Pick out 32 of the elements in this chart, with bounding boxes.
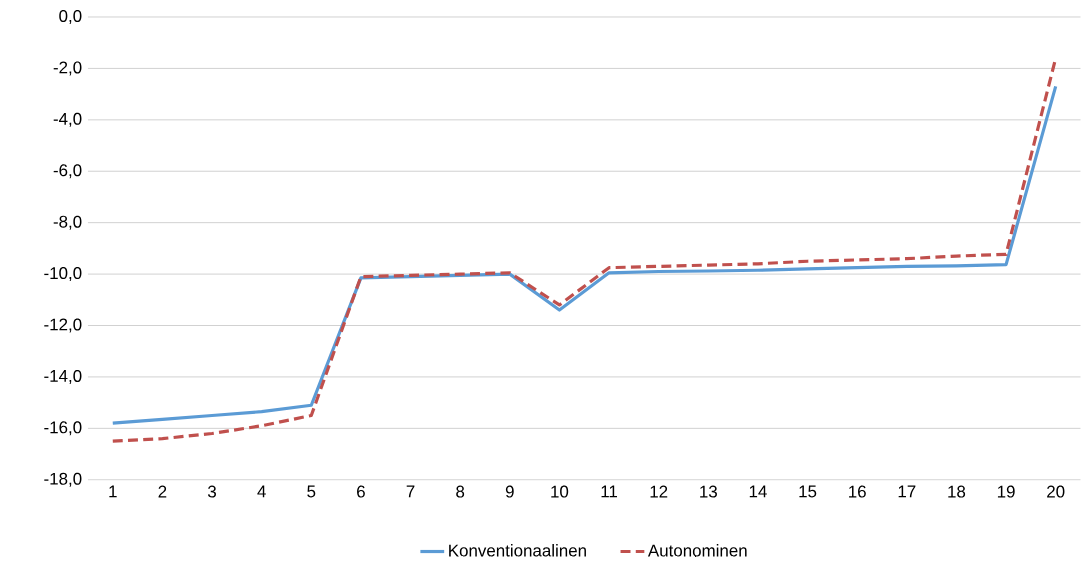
y-tick-label: 0,0 — [59, 10, 82, 25]
y-tick-label: -10,0 — [44, 267, 82, 282]
x-tick-label: 12 — [650, 485, 668, 498]
x-tick-label: 15 — [799, 485, 817, 498]
x-tick-label: 10 — [551, 485, 569, 498]
x-tick-label: 5 — [307, 485, 316, 498]
y-tick-label: -8,0 — [53, 215, 82, 230]
x-tick-label: 11 — [601, 485, 618, 498]
y-tick-label: -12,0 — [44, 318, 82, 333]
x-tick-label: 19 — [997, 485, 1015, 498]
x-tick-label: 17 — [898, 485, 916, 498]
x-tick-label: 13 — [700, 485, 717, 498]
x-tick-label: 14 — [749, 485, 767, 498]
y-tick-label: -14,0 — [44, 370, 82, 385]
legend-label: Autonominen — [647, 544, 747, 557]
y-tick-label: -6,0 — [53, 164, 82, 179]
x-tick-label: 9 — [505, 485, 514, 498]
x-tick-label: 18 — [948, 485, 966, 498]
x-tick-label: 3 — [207, 485, 216, 498]
x-tick-label: 2 — [158, 485, 167, 498]
legend-label: Konventionaalinen — [449, 544, 586, 557]
x-tick-label: 8 — [456, 485, 465, 498]
x-tick-label: 1 — [109, 485, 117, 498]
y-tick-label: -18,0 — [44, 472, 82, 487]
x-tick-label: 4 — [257, 485, 266, 498]
y-tick-label: -4,0 — [53, 112, 82, 127]
y-tick-label: -16,0 — [44, 421, 82, 436]
x-tick-label: 16 — [849, 485, 866, 498]
x-tick-label: 20 — [1047, 485, 1065, 498]
x-tick-label: 7 — [406, 485, 415, 498]
y-tick-label: -2,0 — [53, 61, 82, 76]
x-tick-label: 6 — [357, 485, 365, 498]
